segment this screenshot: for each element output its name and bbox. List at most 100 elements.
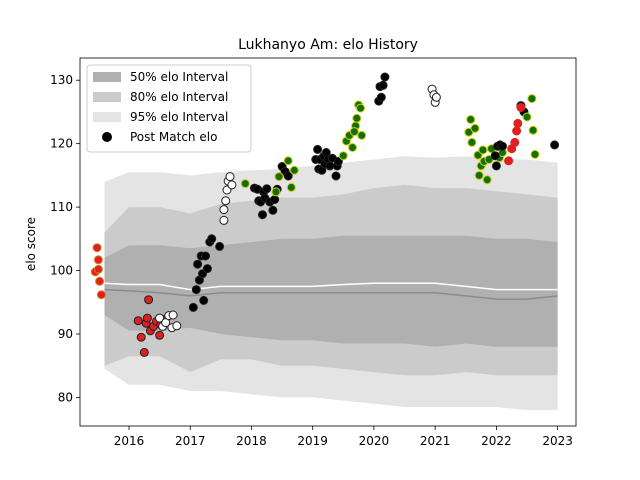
data-point-green-2018-5 xyxy=(289,165,299,175)
x-tick-label-2016: 2016 xyxy=(114,434,145,448)
data-point-white-early-0 xyxy=(155,313,165,323)
data-point-red-2 xyxy=(139,347,149,357)
legend-entry-1: 80% elo Interval xyxy=(130,90,228,104)
data-point-orange-edged-3 xyxy=(93,264,103,274)
legend-entry-2: 95% elo Interval xyxy=(130,110,228,124)
data-point-green-2018-3 xyxy=(283,156,293,166)
data-point-black-2017-2 xyxy=(193,259,203,269)
y-tick-label-130: 130 xyxy=(50,73,73,87)
data-point-black-2017-7 xyxy=(201,251,210,261)
x-tick-label-2022: 2022 xyxy=(481,434,512,448)
data-point-black-2019-1 xyxy=(313,144,323,154)
x-tick-label-2019: 2019 xyxy=(297,434,328,448)
data-point-white-2021-3 xyxy=(431,92,441,102)
data-point-black-2022-4 xyxy=(498,141,507,151)
data-point-white-2017-1 xyxy=(219,205,229,215)
mean-line xyxy=(104,282,558,291)
data-point-green-2019-8 xyxy=(357,130,367,140)
data-point-black-2019-11 xyxy=(331,171,341,181)
data-point-black-2017-0 xyxy=(188,302,198,312)
series-white-2021 xyxy=(427,84,441,107)
series-green-2021 xyxy=(464,115,507,185)
data-point-red-9 xyxy=(155,330,165,340)
data-point-green-2022-0 xyxy=(522,112,532,122)
data-point-green-2019-7 xyxy=(356,103,365,113)
data-point-black-2017-6 xyxy=(199,295,209,305)
data-point-green-2019-0 xyxy=(338,151,348,161)
data-point-green-2019-9 xyxy=(349,127,359,137)
x-tick-label-2023: 2023 xyxy=(542,434,573,448)
plot-content xyxy=(90,72,560,411)
x-tick-label-2018: 2018 xyxy=(236,434,267,448)
median-line xyxy=(104,288,558,300)
data-point-black-2017-8 xyxy=(202,264,212,274)
series-black-2017 xyxy=(188,234,225,312)
data-point-red-2022-3 xyxy=(512,126,522,136)
y-tick-label-120: 120 xyxy=(50,137,73,151)
series-black-2020 xyxy=(374,72,390,106)
axes: 2016 2017 2018 2019 2020 2021 2022 2023 80 90 100 1… xyxy=(50,57,577,448)
data-point-red-5 xyxy=(144,295,154,305)
band-50-interval xyxy=(104,235,558,347)
data-point-black-2022-0 xyxy=(490,151,500,161)
x-tick-label-2017: 2017 xyxy=(175,434,206,448)
data-point-orange-edged-4 xyxy=(95,276,105,286)
data-point-green-2021-3 xyxy=(470,123,480,133)
data-point-orange-edged-2 xyxy=(93,255,103,265)
legend-marker-post-match xyxy=(102,132,112,142)
series-red-2022 xyxy=(504,103,526,166)
chart-title: Lukhanyo Am: elo History xyxy=(238,37,418,53)
data-point-green-2021-9 xyxy=(482,175,492,185)
data-point-green-2018-1 xyxy=(271,187,281,197)
data-point-black-2017-10 xyxy=(207,234,217,244)
data-point-red-2022-5 xyxy=(516,103,526,112)
series-white-early xyxy=(155,310,182,333)
data-point-green-2021-7 xyxy=(478,145,488,155)
y-axis-label: elo score xyxy=(24,217,38,271)
data-point-white-2017-0 xyxy=(219,215,229,225)
data-point-white-2017-6 xyxy=(227,180,237,190)
data-point-red-1 xyxy=(136,332,146,342)
data-point-white-2017-2 xyxy=(221,196,231,206)
data-point-black-2018-9 xyxy=(268,205,278,215)
data-point-black-2020-4 xyxy=(380,72,390,82)
data-point-black-2018-4 xyxy=(258,210,267,220)
y-tick-label-100: 100 xyxy=(50,264,73,278)
x-tick-label-2020: 2020 xyxy=(359,434,390,448)
data-point-black-2022-1 xyxy=(491,161,501,171)
data-point-red-2022-0 xyxy=(504,156,514,166)
series-orange-edged xyxy=(90,243,106,300)
data-point-orange-edged-5 xyxy=(96,290,106,300)
data-point-green-2018-2 xyxy=(274,172,284,182)
legend-entry-0: 50% elo Interval xyxy=(130,70,228,84)
legend-swatch-1 xyxy=(93,92,121,102)
legend-entry-3: Post Match elo xyxy=(130,130,217,144)
y-tick-label-80: 80 xyxy=(58,390,73,404)
data-point-red-2022-2 xyxy=(510,137,520,147)
data-point-green-2021-5 xyxy=(474,170,484,180)
y-tick-label-110: 110 xyxy=(50,200,73,214)
data-point-black-2019-13 xyxy=(333,156,343,166)
data-point-green-2019-3 xyxy=(348,143,357,152)
data-point-green-2018-0 xyxy=(240,179,250,189)
data-point-red-2022-4 xyxy=(513,118,523,128)
data-point-black-2020-2 xyxy=(376,92,386,102)
data-point-black-2018-7 xyxy=(262,184,272,194)
data-point-red-4 xyxy=(142,313,152,323)
data-point-white-early-5 xyxy=(168,310,178,320)
series-green-2022 xyxy=(522,94,540,159)
legend-swatch-0 xyxy=(93,72,121,82)
series-green-2019 xyxy=(338,100,367,161)
data-point-green-2022-3 xyxy=(530,149,540,159)
series-green-2018 xyxy=(240,156,299,197)
data-point-black-2022-7 xyxy=(550,140,560,150)
data-point-green-2022-1 xyxy=(527,94,537,104)
plot-area xyxy=(90,72,560,411)
axes-frame xyxy=(79,57,577,427)
data-point-black-2019-9 xyxy=(325,161,335,171)
data-point-green-2018-4 xyxy=(286,182,296,192)
data-point-black-2018-14 xyxy=(283,171,293,181)
data-point-white-early-6 xyxy=(172,321,182,331)
y-tick-label-90: 90 xyxy=(58,327,73,341)
